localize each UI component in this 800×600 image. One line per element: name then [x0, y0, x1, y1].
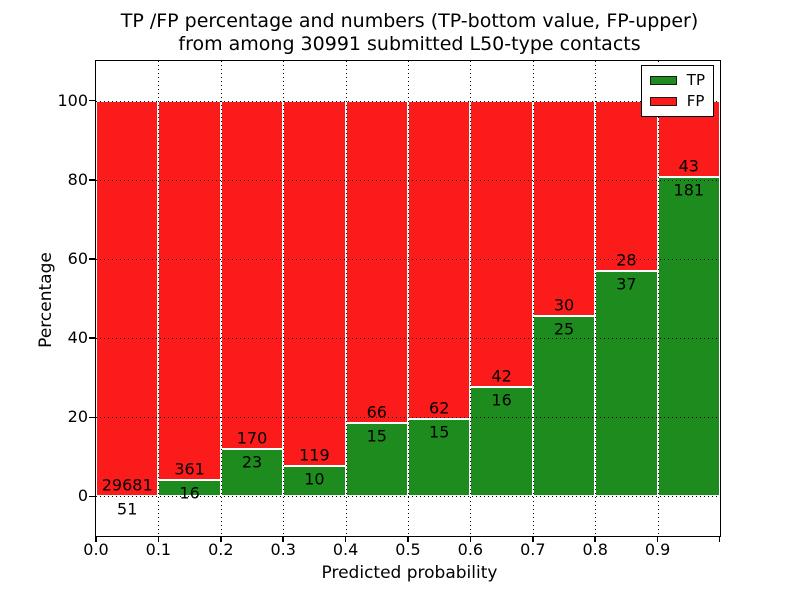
- x-tick-label: 0.7: [520, 540, 546, 559]
- y-tick-mark: [89, 495, 96, 498]
- legend: TP FP: [640, 65, 714, 117]
- x-tick-label: 0.1: [145, 540, 172, 559]
- tp-count-label: 51: [117, 499, 138, 519]
- bar-fp-segment: [283, 100, 346, 466]
- y-tick-label: 20: [67, 407, 88, 427]
- bar-fp-segment: [158, 100, 221, 480]
- y-tick-mark: [89, 99, 96, 102]
- tp-count-label: 16: [179, 483, 200, 503]
- tp-count-label: 181: [673, 180, 705, 200]
- bar-tp-segment: [595, 271, 658, 497]
- bar-tp-segment: [283, 465, 346, 497]
- tp-count-label: 16: [491, 390, 512, 410]
- x-tick-mark: [407, 536, 409, 542]
- fp-count-label: 29681: [101, 475, 153, 495]
- fp-count-label: 28: [616, 250, 637, 270]
- tp-count-label: 25: [553, 319, 575, 339]
- x-gridline: [408, 61, 409, 536]
- bar-fp-segment: [595, 100, 658, 272]
- bar-tp-segment: [220, 449, 284, 497]
- legend-item: TP: [649, 71, 705, 89]
- bar-tp-segment: [657, 176, 720, 497]
- x-gridline: [220, 61, 222, 536]
- bar-fp-segment: [408, 100, 471, 420]
- y-tick-label: 40: [67, 328, 88, 348]
- plot-area: TP FP 29681 51 361 16 170 23 119 10 66 15 62 15 42 16 3…: [57, 60, 721, 559]
- bar-fp-segment: [345, 100, 408, 424]
- chart-title-line1: TP /FP percentage and numbers (TP-bottom…: [120, 10, 699, 32]
- x-gridline: [532, 61, 534, 536]
- y-tick-label: 0: [77, 486, 88, 506]
- fp-count-label: 170: [236, 428, 268, 448]
- bar-fp-segment: [220, 100, 284, 450]
- x-gridline: [345, 61, 347, 536]
- tp-count-label: 15: [366, 426, 387, 446]
- x-tick-mark: [594, 536, 596, 542]
- x-tick-mark: [282, 536, 284, 542]
- legend-label-tp: TP: [686, 71, 705, 89]
- tp-color-swatch: [649, 76, 677, 85]
- x-gridline: [158, 61, 160, 536]
- fp-count-label: 66: [366, 402, 387, 422]
- fp-count-label: 43: [678, 156, 699, 176]
- bar-fp-segment: [532, 100, 596, 317]
- y-tick-mark: [89, 337, 96, 339]
- y-tick-mark: [89, 179, 96, 181]
- x-tick-label: 0.3: [270, 540, 296, 559]
- x-tick-label: 0.8: [582, 540, 608, 559]
- y-tick-mark: [89, 258, 96, 260]
- x-tick-label: 0.5: [395, 540, 421, 559]
- x-tick-mark: [718, 536, 720, 542]
- bar-fp-segment: [470, 100, 533, 388]
- x-tick-label: 0.6: [457, 540, 484, 559]
- fp-count-label: 42: [491, 366, 512, 386]
- x-tick-mark: [95, 536, 97, 542]
- y-tick-label: 100: [57, 90, 88, 110]
- bar-tp-segment: [532, 316, 596, 497]
- y-tick-mark: [89, 416, 96, 418]
- x-gridline: [470, 61, 472, 536]
- fp-count-label: 30: [553, 295, 575, 315]
- fp-count-label: 62: [429, 398, 450, 418]
- x-tick-label: 0.4: [332, 540, 359, 559]
- tp-count-label: 10: [304, 469, 325, 489]
- x-tick-mark: [656, 536, 659, 542]
- x-tick-mark: [220, 536, 222, 542]
- x-tick-label: 0.0: [83, 540, 109, 559]
- x-gridline: [657, 61, 659, 536]
- tp-count-label: 15: [429, 422, 450, 442]
- fp-color-swatch: [649, 97, 677, 106]
- y-tick-label: 60: [67, 248, 88, 268]
- tp-count-label: 23: [241, 452, 263, 472]
- bar-fp-segment: [96, 100, 159, 496]
- chart-title: TP /FP percentage and numbers (TP-bottom…: [96, 10, 723, 56]
- x-tick-mark: [532, 536, 534, 542]
- legend-item: FP: [649, 92, 705, 110]
- x-tick-mark: [469, 536, 472, 542]
- x-tick-mark: [157, 536, 160, 542]
- x-gridline: [283, 61, 285, 536]
- x-tick-mark: [344, 536, 347, 542]
- fp-count-label: 361: [174, 459, 205, 479]
- tp-count-label: 37: [616, 274, 637, 294]
- x-tick-label: 0.2: [208, 540, 234, 559]
- fp-count-label: 119: [299, 445, 330, 465]
- x-tick-label: 0.9: [644, 540, 671, 559]
- y-tick-label: 80: [67, 169, 88, 189]
- x-axis-label: Predicted probability: [321, 563, 498, 583]
- x-gridline: [595, 61, 597, 536]
- legend-label-fp: FP: [686, 92, 705, 110]
- chart-title-line2: from among 30991 submitted L50-type cont…: [178, 33, 641, 55]
